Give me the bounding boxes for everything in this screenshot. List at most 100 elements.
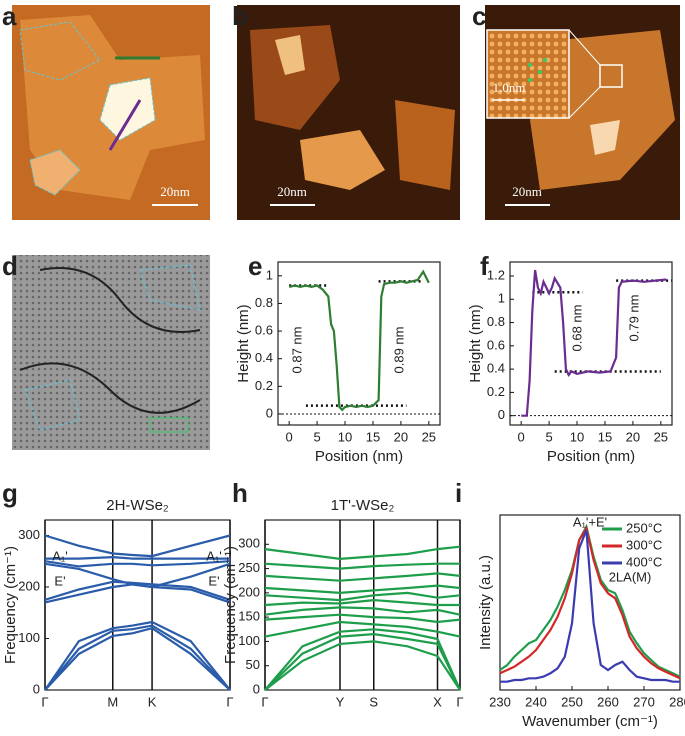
y-axis-label: Frequency (cm⁻¹) (2, 546, 19, 664)
series-line (44, 583, 231, 604)
y-tick-label: 0.8 (487, 314, 505, 329)
y-tick-label: 50 (246, 657, 260, 672)
x-tick-label: S (369, 694, 378, 709)
series-line (521, 269, 667, 417)
series-line (264, 591, 461, 602)
y-tick-label: 150 (238, 609, 260, 624)
x-tick-label: 25 (422, 429, 436, 444)
x-tick-label: 10 (570, 429, 584, 444)
x-tick-label: 0 (286, 429, 293, 444)
y-tick-label: 1 (266, 267, 273, 282)
x-tick-label: M (107, 694, 118, 709)
x-axis-label: Position (nm) (315, 448, 403, 465)
series-line (500, 529, 680, 683)
panel-label: f (480, 251, 489, 281)
stm-image-b: 20nm (237, 5, 460, 220)
y-axis-label: Height (nm) (467, 304, 484, 382)
y-tick-label: 100 (18, 630, 40, 645)
x-tick-label: Y (336, 694, 345, 709)
y-axis-label: Frequency (cm⁻¹) (222, 546, 239, 664)
x-tick-label: 250 (561, 694, 583, 709)
x-axis-label: Position (nm) (547, 448, 635, 465)
y-tick-label: 0.6 (487, 337, 505, 352)
x-tick-label: Γ (226, 694, 233, 709)
x-tick-label: 0 (518, 429, 525, 444)
plot-frame (277, 261, 441, 426)
y-tick-label: 0 (498, 407, 505, 422)
y-tick-label: 1.2 (487, 267, 505, 282)
annotation: 0.79 nm (626, 295, 641, 342)
annotation: A₁' (206, 548, 222, 563)
panel-label: g (2, 478, 18, 508)
x-tick-label: X (433, 694, 442, 709)
legend-label: 400°C (626, 554, 662, 569)
annotation: 0.87 nm (289, 327, 304, 374)
series-line (264, 572, 461, 582)
series-line (264, 545, 461, 561)
panel-label: e (248, 251, 262, 281)
y-tick-label: 0.4 (255, 350, 273, 365)
y-tick-label: 200 (238, 584, 260, 599)
y-tick-label: 1 (498, 291, 505, 306)
y-tick-label: 0.2 (487, 384, 505, 399)
series-line (44, 562, 231, 589)
scale-bar: 20nm (512, 184, 542, 199)
y-tick-label: 0 (253, 681, 260, 696)
series-line (45, 555, 230, 560)
x-tick-label: Γ (456, 694, 463, 709)
y-axis-label: Height (nm) (235, 304, 252, 382)
x-tick-label: 240 (525, 694, 547, 709)
x-tick-label: 10 (338, 429, 352, 444)
x-tick-label: 15 (598, 429, 612, 444)
series-line (264, 620, 461, 638)
annotation: E' (54, 573, 65, 588)
y-tick-label: 0.6 (255, 323, 273, 338)
chart-title: 2H-WSe₂ (106, 497, 169, 514)
panel-label: d (2, 251, 18, 281)
legend-label: 250°C (626, 520, 662, 535)
scale-bar: 20nm (160, 184, 190, 199)
series-line (44, 624, 231, 691)
x-tick-label: Γ (261, 694, 268, 709)
series-line (264, 598, 460, 607)
y-tick-label: 0 (266, 405, 273, 420)
annotation: 2LA(M) (609, 569, 652, 584)
y-tick-label: 0.2 (255, 378, 273, 393)
y-tick-label: 0.8 (255, 295, 273, 310)
x-tick-label: 25 (654, 429, 668, 444)
annotation: 0.89 nm (391, 327, 406, 374)
series-line (44, 620, 231, 691)
series-line (264, 632, 461, 691)
x-tick-label: 20 (394, 429, 408, 444)
x-tick-label: 5 (313, 429, 320, 444)
panel-label: a (2, 1, 17, 31)
panel-label: c (472, 1, 486, 31)
chart-title: 1T'-WSe₂ (331, 497, 395, 514)
legend-label: 300°C (626, 537, 662, 552)
plot-frame (509, 261, 673, 426)
annotation: A₁'+E' (573, 514, 607, 529)
plot-frame (499, 514, 681, 691)
y-tick-label: 300 (238, 536, 260, 551)
series-line (264, 613, 461, 624)
stm-image-c: 1.0nm 20nm (485, 5, 680, 220)
series-line (44, 560, 231, 568)
y-axis-label: Intensity (a.u.) (477, 555, 494, 650)
panel-label: h (232, 478, 248, 508)
series-line (44, 627, 231, 691)
panel-label: i (455, 478, 462, 508)
series-line (264, 628, 462, 691)
y-tick-label: 0 (33, 681, 40, 696)
annotation: A₁' (52, 548, 68, 563)
x-tick-label: Γ (41, 694, 48, 709)
y-tick-label: 300 (18, 527, 40, 542)
x-tick-label: 230 (489, 694, 511, 709)
scale-bar: 20nm (277, 184, 307, 199)
panel-label: b (232, 1, 248, 31)
stm-image-a: 20nm (12, 5, 210, 220)
x-tick-label: 280 (669, 694, 685, 709)
y-tick-label: 200 (18, 578, 40, 593)
series-line (264, 606, 461, 616)
series-line (288, 269, 430, 412)
